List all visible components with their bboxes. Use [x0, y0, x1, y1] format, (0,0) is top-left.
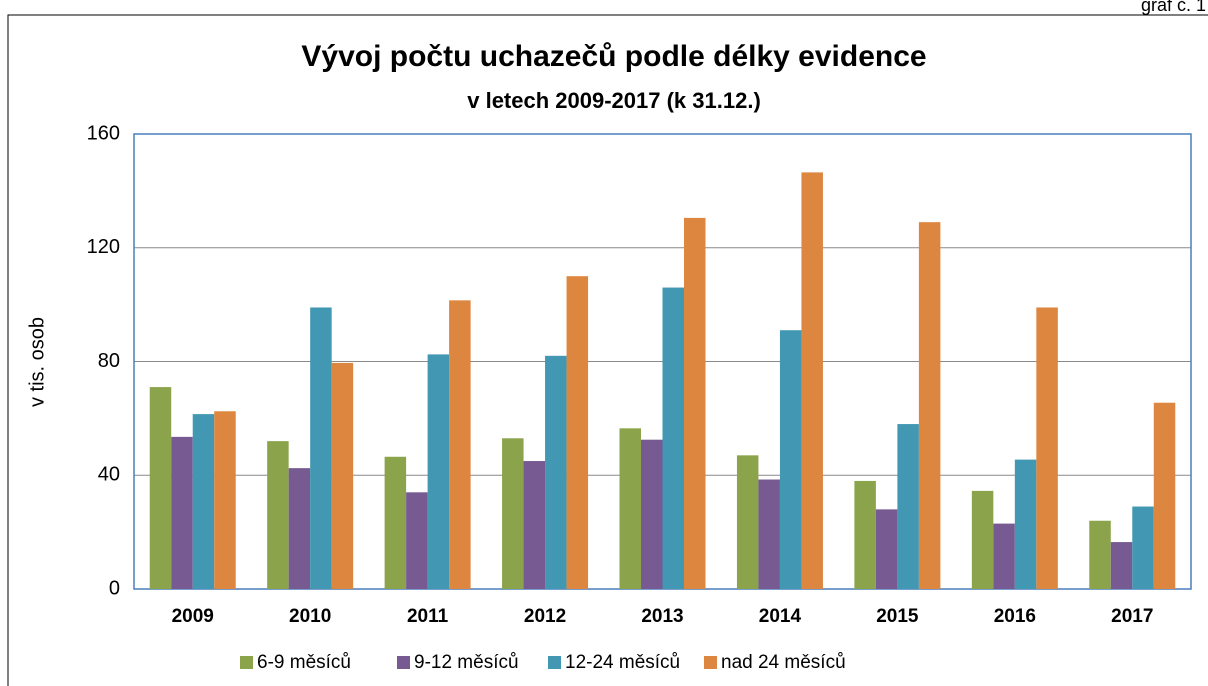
legend-swatch — [240, 656, 253, 669]
bar — [875, 509, 898, 589]
y-tick-label: 40 — [98, 464, 120, 486]
bar — [449, 300, 471, 589]
bar — [854, 480, 876, 589]
bar — [427, 354, 450, 589]
bar — [406, 492, 428, 589]
bar — [331, 362, 354, 589]
legend-label: 12-24 měsíců — [565, 652, 680, 673]
bar — [149, 387, 172, 589]
bar — [736, 455, 759, 589]
chart-label: graf č. 1 — [1141, 0, 1206, 15]
legend-swatch — [548, 656, 561, 669]
legend-label: 9-12 měsíců — [414, 652, 519, 673]
y-tick-label: 160 — [87, 122, 120, 144]
bar — [993, 523, 1015, 589]
bar — [897, 424, 919, 589]
bar — [684, 217, 706, 589]
bar — [1132, 506, 1154, 589]
bar — [502, 438, 524, 589]
bar — [267, 441, 289, 589]
legend-label: nad 24 měsíců — [721, 652, 846, 673]
bar — [310, 307, 332, 589]
bar — [758, 479, 780, 589]
legend-label: 6-9 měsíců — [257, 652, 351, 673]
x-tick-label: 2013 — [641, 606, 683, 627]
y-tick-label: 0 — [109, 577, 120, 599]
bar — [779, 330, 802, 589]
bar — [662, 287, 684, 589]
bar — [641, 439, 663, 589]
chart-subtitle: v letech 2009-2017 (k 31.12.) — [467, 88, 761, 113]
bar — [171, 436, 193, 589]
legend-swatch — [704, 656, 717, 669]
bar — [918, 222, 941, 589]
bar — [1014, 459, 1037, 589]
bar — [192, 414, 215, 589]
x-tick-label: 2012 — [524, 606, 566, 627]
y-tick-label: 120 — [87, 236, 120, 258]
bar — [545, 355, 567, 589]
x-tick-label: 2009 — [172, 606, 214, 627]
x-tick-label: 2017 — [1111, 606, 1153, 627]
x-tick-label: 2015 — [876, 606, 919, 627]
x-tick-label: 2016 — [994, 606, 1036, 627]
x-tick-label: 2010 — [289, 606, 331, 627]
bar — [288, 468, 311, 589]
x-tick-label: 2014 — [759, 606, 802, 627]
x-tick-label: 2011 — [407, 606, 449, 627]
bar — [1153, 402, 1176, 589]
bar — [566, 276, 589, 589]
frame — [7, 14, 1208, 686]
bar — [384, 456, 407, 589]
legend-swatch — [397, 656, 410, 669]
bar — [1036, 307, 1058, 589]
bar — [1110, 542, 1133, 589]
chart-title: Vývoj počtu uchazečů podle délky evidenc… — [301, 40, 926, 73]
bar — [971, 490, 994, 589]
bar — [619, 428, 641, 589]
bar — [801, 172, 823, 589]
y-tick-label: 80 — [98, 350, 120, 372]
y-axis-label: v tis. osob — [26, 317, 48, 407]
bar — [1089, 520, 1111, 589]
bar — [523, 461, 546, 589]
bar — [214, 411, 236, 589]
